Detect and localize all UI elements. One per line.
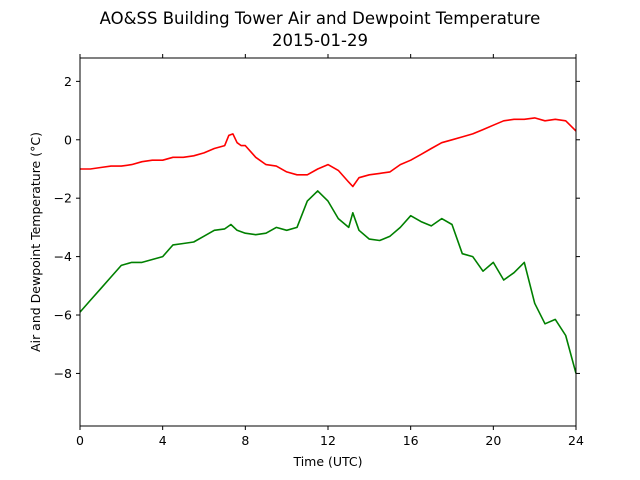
y-tick-label-5: 2 — [64, 74, 72, 89]
y-tick-label-4: 0 — [64, 132, 72, 147]
x-tick-label-2: 8 — [241, 433, 249, 448]
x-tick-label-4: 16 — [403, 433, 419, 448]
y-tick-label-0: −8 — [54, 366, 72, 381]
chart-subtitle: 2015-01-29 — [272, 31, 368, 50]
y-axis: −8 −6 −4 −2 0 2 — [54, 74, 580, 381]
x-tick-label-1: 4 — [159, 433, 167, 448]
x-axis: 0 4 8 12 16 20 24 — [76, 54, 584, 448]
series-layer — [79, 117, 577, 374]
x-tick-label-3: 12 — [320, 433, 336, 448]
series-line-1 — [79, 190, 577, 374]
y-tick-label-2: −4 — [54, 249, 72, 264]
x-axis-label: Time (UTC) — [292, 454, 362, 469]
y-axis-label: Air and Dewpoint Temperature (°C) — [28, 132, 43, 352]
x-tick-label-5: 20 — [485, 433, 501, 448]
series-line-0 — [80, 117, 577, 188]
plot-frame — [79, 57, 577, 427]
chart-title: AO&SS Building Tower Air and Dewpoint Te… — [100, 9, 541, 28]
y-tick-label-3: −2 — [54, 191, 72, 206]
x-tick-label-6: 24 — [568, 433, 584, 448]
x-tick-label-0: 0 — [76, 433, 84, 448]
y-tick-label-1: −6 — [54, 308, 72, 323]
